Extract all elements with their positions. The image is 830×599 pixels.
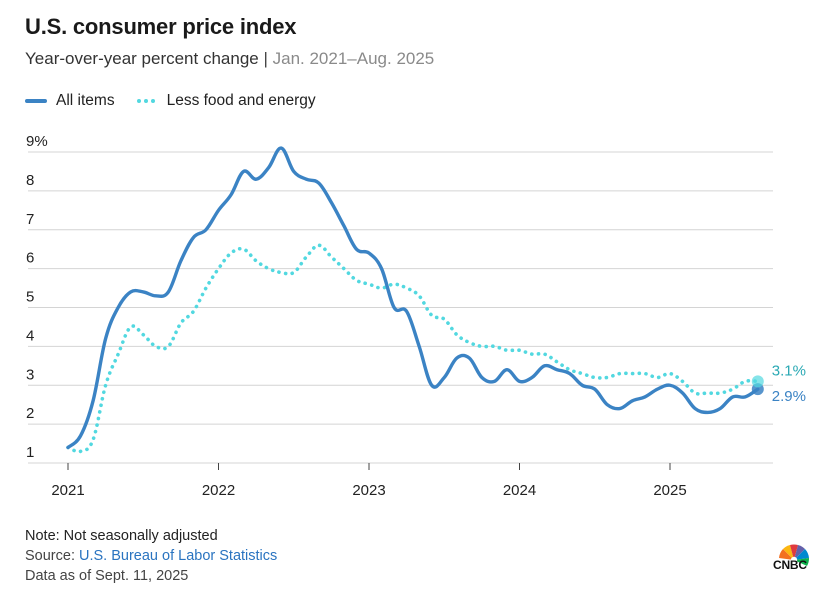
subtitle-date-range: Jan. 2021–Aug. 2025 bbox=[272, 49, 435, 68]
legend-item-less-food-energy: Less food and energy bbox=[136, 92, 316, 110]
legend-label-less-food-energy: Less food and energy bbox=[166, 92, 316, 109]
series-line-all-items bbox=[66, 146, 760, 450]
legend-dotted-line-swatch bbox=[136, 99, 158, 103]
data-as-of: Data as of Sept. 11, 2025 bbox=[25, 568, 189, 584]
chart-footer: Note: Not seasonally adjusted Source: U.… bbox=[25, 526, 277, 586]
footnote: Note: Not seasonally adjusted bbox=[25, 528, 218, 544]
x-tick-label: 2021 bbox=[51, 482, 84, 499]
end-label-less-food-energy: 3.1% bbox=[772, 362, 806, 379]
x-tick-label: 2022 bbox=[202, 482, 235, 499]
y-tick-label: 4 bbox=[26, 327, 34, 344]
cnbc-logo-text: CNBC bbox=[773, 558, 807, 572]
chart-subtitle: Year-over-year percent change | Jan. 202… bbox=[25, 49, 434, 69]
y-tick-label: 3 bbox=[26, 366, 34, 383]
y-tick-label: 6 bbox=[26, 250, 34, 267]
subtitle-separator: | bbox=[263, 49, 268, 68]
x-tick-label: 2025 bbox=[653, 482, 686, 499]
source-link[interactable]: U.S. Bureau of Labor Statistics bbox=[79, 548, 278, 564]
y-tick-label: 1 bbox=[26, 444, 34, 461]
y-tick-label: 5 bbox=[26, 289, 34, 306]
chart-legend: All items Less food and energy bbox=[25, 92, 338, 110]
legend-solid-line-swatch bbox=[25, 99, 47, 103]
series-line-less-food-energy bbox=[66, 243, 760, 454]
x-tick-label: 2023 bbox=[352, 482, 385, 499]
source-line: Source: U.S. Bureau of Labor Statistics bbox=[25, 546, 277, 566]
y-tick-label: 2 bbox=[26, 405, 34, 422]
y-tick-label: 9% bbox=[26, 133, 48, 150]
legend-item-all-items: All items bbox=[25, 92, 115, 110]
end-label-all-items: 2.9% bbox=[772, 388, 806, 405]
subtitle-text: Year-over-year percent change bbox=[25, 49, 259, 68]
peacock-icon bbox=[779, 544, 810, 566]
y-tick-label: 8 bbox=[26, 172, 34, 189]
legend-label-all-items: All items bbox=[56, 92, 115, 109]
chart-title: U.S. consumer price index bbox=[25, 14, 297, 39]
y-tick-label: 7 bbox=[26, 211, 34, 228]
end-marker-less-food-energy bbox=[751, 375, 764, 388]
source-prefix: Source: bbox=[25, 548, 79, 564]
x-tick-label: 2024 bbox=[503, 482, 536, 499]
